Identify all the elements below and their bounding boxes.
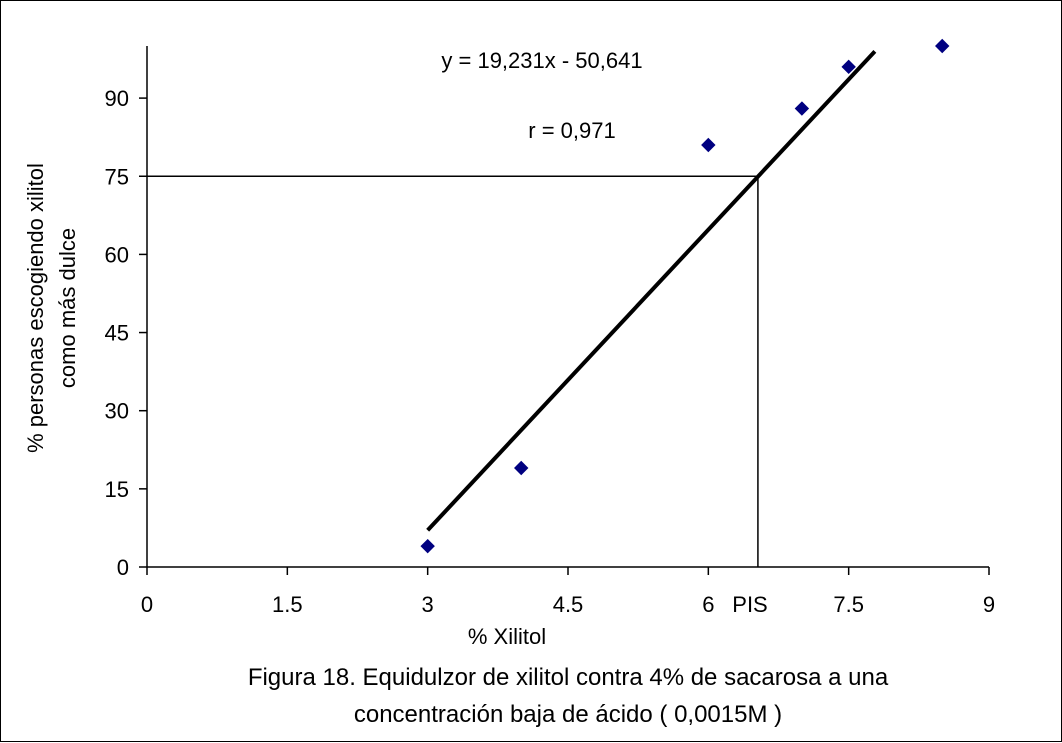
data-point (794, 101, 810, 116)
data-point (420, 538, 435, 554)
x-tick-label: 1.5 (272, 592, 303, 617)
y-tick-label: 90 (105, 86, 129, 111)
x-tick-label: 4.5 (553, 592, 584, 617)
data-point (701, 137, 716, 153)
y-tick-label: 0 (117, 555, 129, 580)
x-tick-label: 0 (141, 592, 153, 617)
x-tick-label: 3 (422, 592, 434, 617)
data-points (420, 38, 950, 554)
y-tick-label: 30 (105, 399, 129, 424)
y-axis-ticks: 0 15 30 45 60 75 90 (105, 86, 147, 580)
y-axis-title-line-1: % personas escogiendo xilitol (23, 163, 48, 453)
data-point (935, 38, 950, 54)
x-tick-label: 7.5 (833, 592, 864, 617)
trendline (426, 49, 877, 532)
r-annotation: r = 0,971 (528, 118, 615, 143)
trendline-group (426, 49, 877, 532)
equation-annotation: y = 19,231x - 50,641 (441, 48, 642, 73)
x-tick-label: 6 (702, 592, 714, 617)
x-tick-label: 9 (983, 592, 995, 617)
reference-lines (147, 175, 759, 567)
pis-label: PIS (732, 592, 767, 617)
y-tick-label: 60 (105, 242, 129, 267)
y-axis-title-line-2: como más dulce (55, 228, 80, 388)
y-tick-label: 75 (105, 164, 129, 189)
caption-line-2: concentración baja de ácido ( 0,0015M ) (354, 701, 782, 728)
data-point (841, 59, 856, 75)
data-point (514, 460, 529, 476)
x-axis-title: % Xilitol (468, 624, 546, 649)
caption-line-1: Figura 18. Equidulzor de xilitol contra … (248, 664, 889, 691)
y-tick-label: 15 (105, 477, 129, 502)
x-axis-ticks: 0 1.5 3 4.5 6 7.5 9 (141, 567, 995, 617)
y-tick-label: 45 (105, 321, 129, 346)
